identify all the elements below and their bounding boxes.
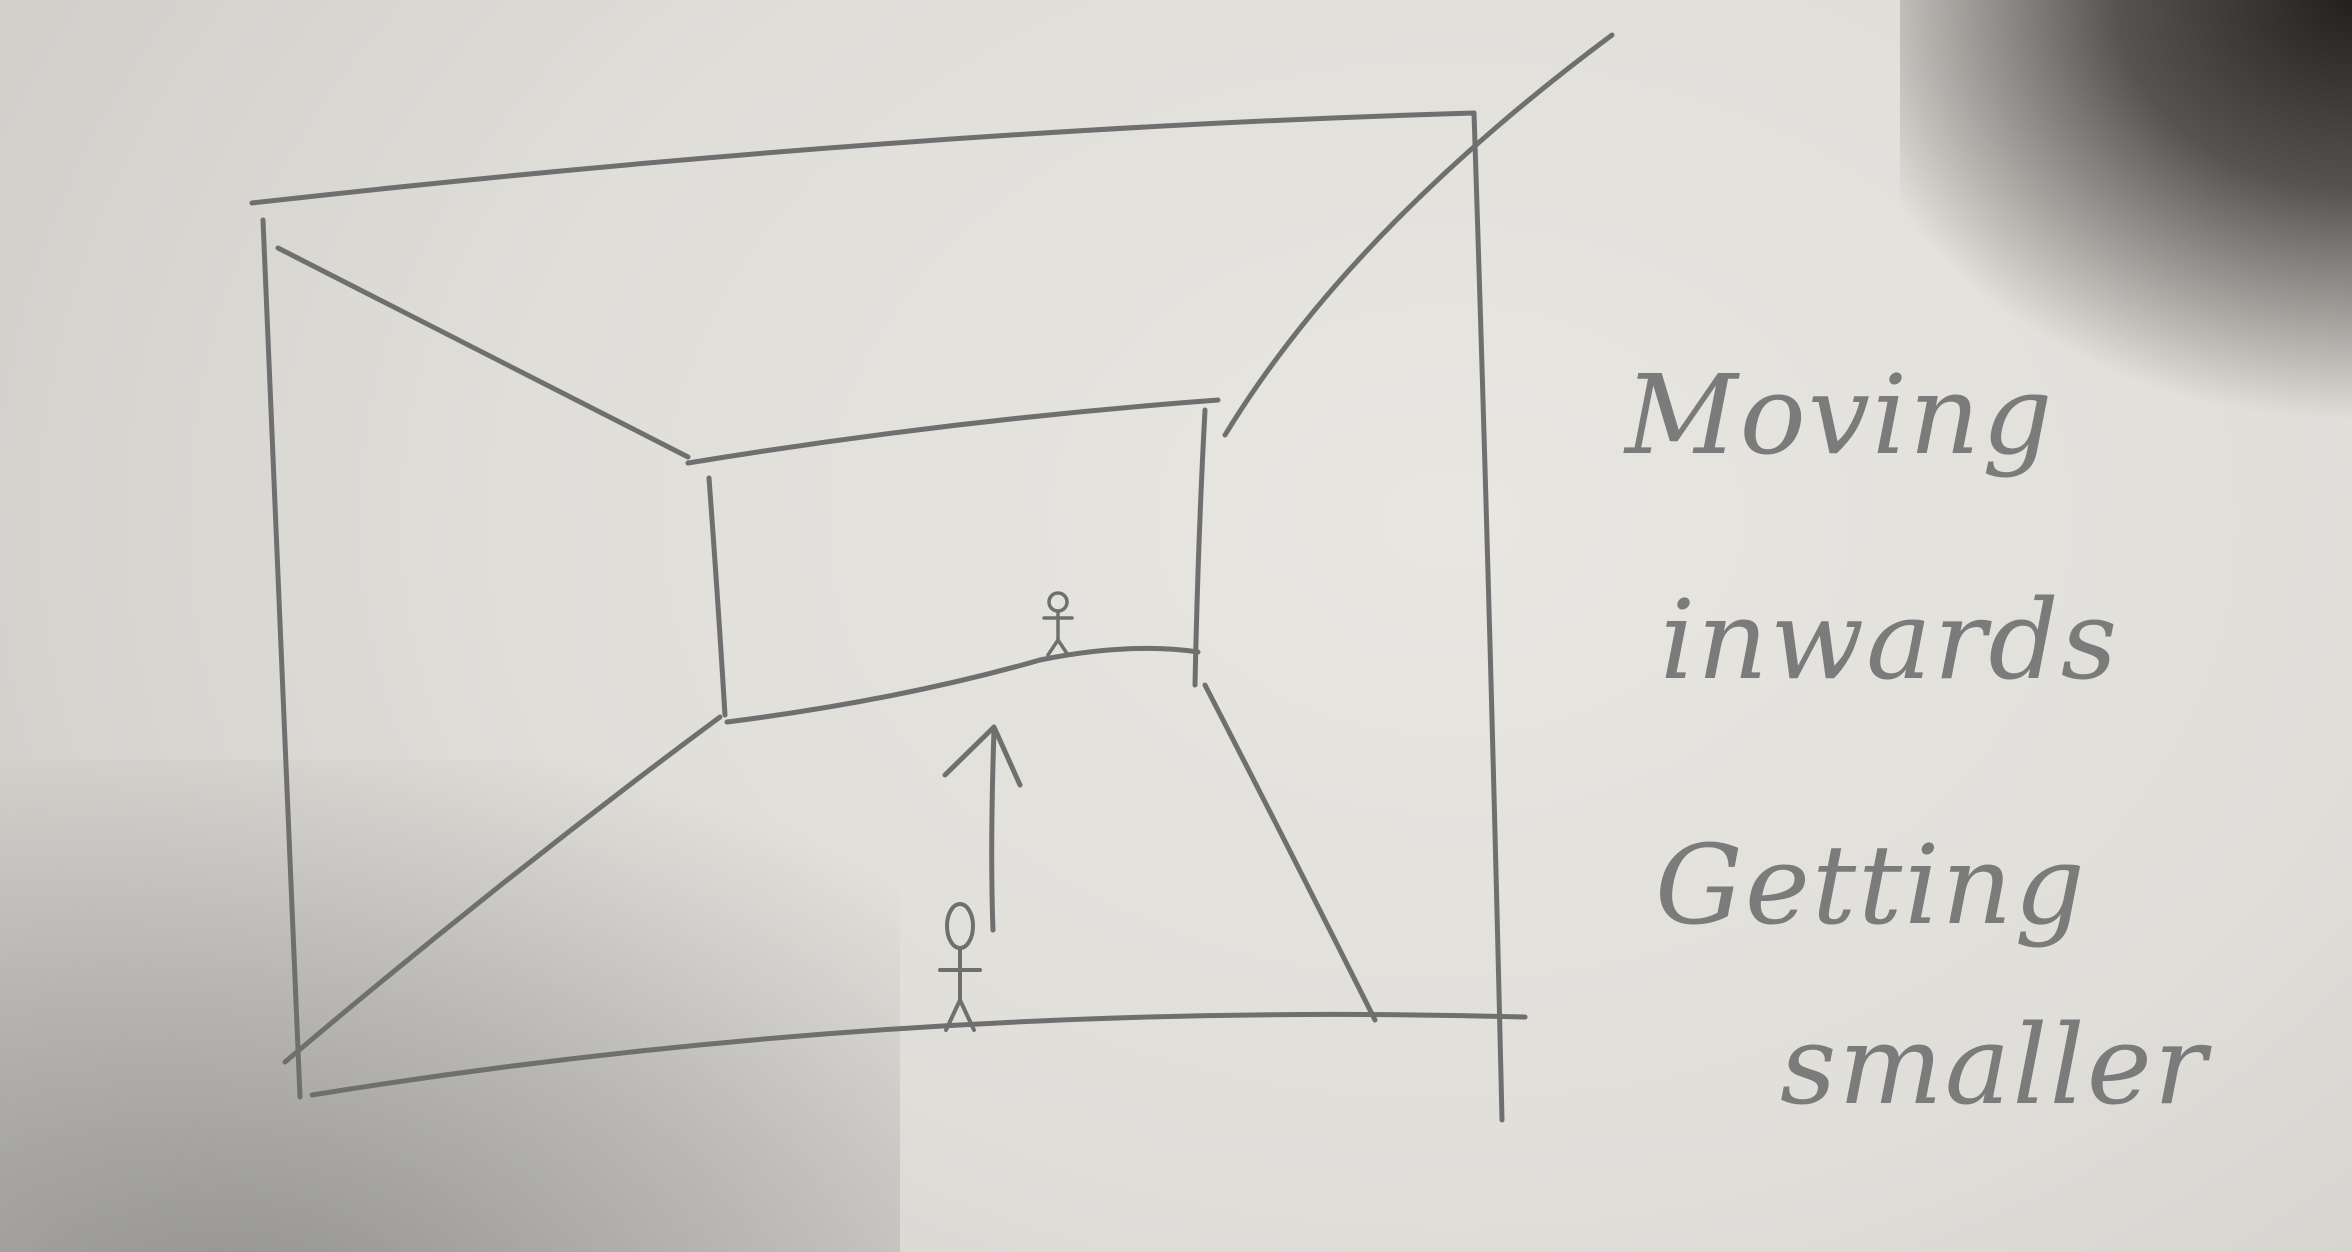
- hand-shadow: [0, 760, 900, 1252]
- note-line-3: Getting: [1655, 821, 2087, 949]
- perspective-lines: [275, 32, 1615, 1065]
- note-line-2: inwards: [1660, 576, 2120, 704]
- inner-room-frame: [685, 397, 1221, 725]
- stick-figure-icon: [938, 902, 982, 1032]
- small-figure-icon: [1042, 591, 1074, 657]
- corner-shadow: [1900, 0, 2352, 420]
- up-arrow-icon: [942, 724, 1023, 933]
- note-line-1: Moving: [1625, 351, 2055, 479]
- note-line-4: smaller: [1780, 1001, 2209, 1129]
- outer-room-frame: [249, 110, 1528, 1123]
